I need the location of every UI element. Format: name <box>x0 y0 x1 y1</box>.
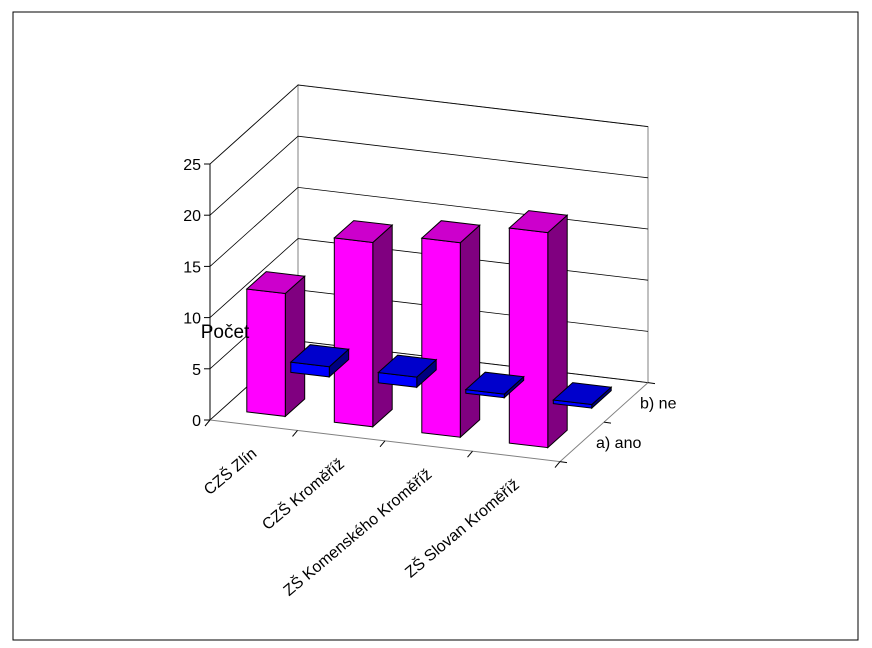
bar-ano <box>333 220 394 428</box>
bar-front <box>333 237 374 428</box>
y-tick-label: 10 <box>183 311 201 328</box>
z-tick-mark <box>603 421 612 424</box>
bar-front <box>421 237 461 438</box>
bar-ne <box>464 371 525 399</box>
z-tick-mark <box>647 382 656 385</box>
x-tick-mark <box>467 450 473 458</box>
y-axis-label: Počet <box>201 322 250 343</box>
bar-side <box>284 275 306 418</box>
y-tick-label: 0 <box>192 413 201 430</box>
bars <box>245 210 613 449</box>
gridline <box>209 135 649 216</box>
x-tick-mark <box>554 461 561 468</box>
bar-top <box>333 220 394 244</box>
bar-front <box>246 288 286 417</box>
bar-top <box>245 271 306 295</box>
bar-ne <box>289 344 350 379</box>
bar-front <box>508 227 549 449</box>
y-tick-label: 25 <box>183 157 201 174</box>
bar-side <box>459 224 481 439</box>
bar-top <box>420 220 481 244</box>
bar-ne <box>377 354 438 389</box>
bar-ne <box>552 382 613 410</box>
bar-top <box>289 344 350 368</box>
y-tick-label: 15 <box>183 259 201 276</box>
bar-top <box>464 371 525 395</box>
y-tick-label: 20 <box>183 208 201 225</box>
bar-top <box>508 210 569 234</box>
bar-top <box>552 382 613 406</box>
axis-lines <box>204 164 656 468</box>
bar-top <box>377 354 438 378</box>
series-labels: a) ano b) ne <box>596 395 677 452</box>
series-label: a) ano <box>596 435 641 452</box>
bar-ano <box>245 271 306 418</box>
y-tick-label: 5 <box>192 362 201 379</box>
x-tick-mark <box>379 440 386 448</box>
bar-ano <box>508 210 569 449</box>
bar-side <box>372 223 393 428</box>
bar-side <box>547 214 568 449</box>
series-label: b) ne <box>640 395 677 412</box>
gridline <box>209 84 649 165</box>
y-tick-labels: 0 5 10 15 20 25 <box>183 157 201 430</box>
x-tick-mark <box>292 430 298 437</box>
x-tick-mark <box>204 419 211 427</box>
bar-ano <box>420 220 481 439</box>
z-tick-mark <box>559 461 568 464</box>
